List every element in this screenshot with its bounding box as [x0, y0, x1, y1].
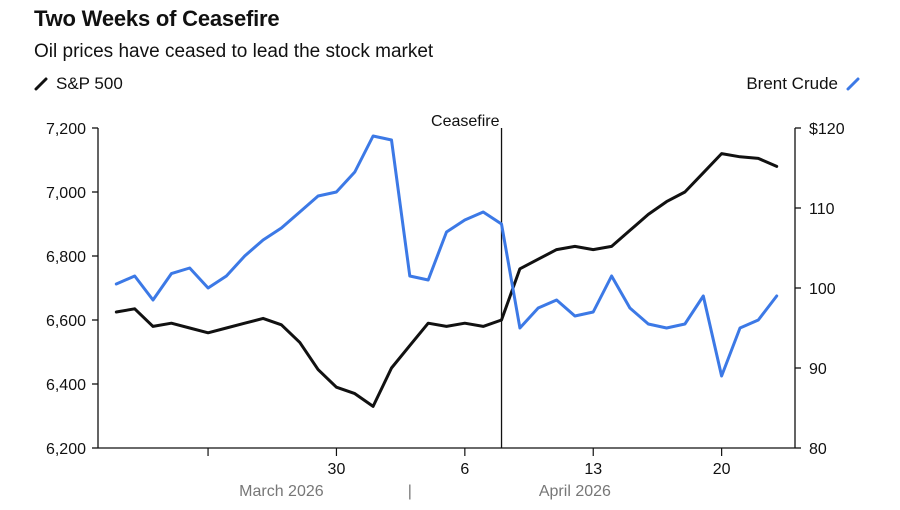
left-axis-tick-label: 6,600: [46, 313, 86, 330]
chart-subtitle: Oil prices have ceased to lead the stock…: [34, 41, 434, 62]
right-axis-tick-label: 100: [809, 281, 836, 298]
x-axis-tick-label: 13: [584, 461, 602, 478]
legend-sp500: S&P 500: [34, 74, 123, 94]
legend-sp500-swatch-icon: [34, 77, 48, 91]
ceasefire-annotation-label: Ceasefire: [431, 113, 500, 130]
left-axis-tick-label: 6,400: [46, 377, 86, 394]
legend-sp500-label: S&P 500: [56, 74, 123, 93]
month-label: |: [408, 483, 412, 500]
sp500-line: [114, 152, 779, 408]
legend-brent-label: Brent Crude: [746, 74, 838, 93]
right-axis-tick-label: 80: [809, 441, 827, 458]
month-label: March 2026: [239, 483, 324, 500]
chart-title: Two Weeks of Ceasefire: [34, 6, 280, 31]
left-axis-tick-label: 7,200: [46, 121, 86, 138]
x-axis-tick-label: 20: [713, 461, 731, 478]
left-axis-tick-label: 6,200: [46, 441, 86, 458]
month-label: April 2026: [539, 483, 611, 500]
right-axis-tick-label: 110: [809, 201, 835, 218]
x-axis-tick-label: 30: [328, 461, 346, 478]
right-axis-tick-label: $120: [809, 121, 845, 138]
legend-brent: Brent Crude: [746, 74, 860, 94]
brent-crude-line: [114, 134, 779, 378]
left-axis-tick-label: 6,800: [46, 249, 86, 266]
right-axis-tick-label: 90: [809, 361, 827, 378]
left-axis-tick-label: 7,000: [46, 185, 86, 202]
legend-brent-swatch-icon: [846, 77, 860, 91]
x-axis-tick-label: 6: [460, 461, 469, 478]
